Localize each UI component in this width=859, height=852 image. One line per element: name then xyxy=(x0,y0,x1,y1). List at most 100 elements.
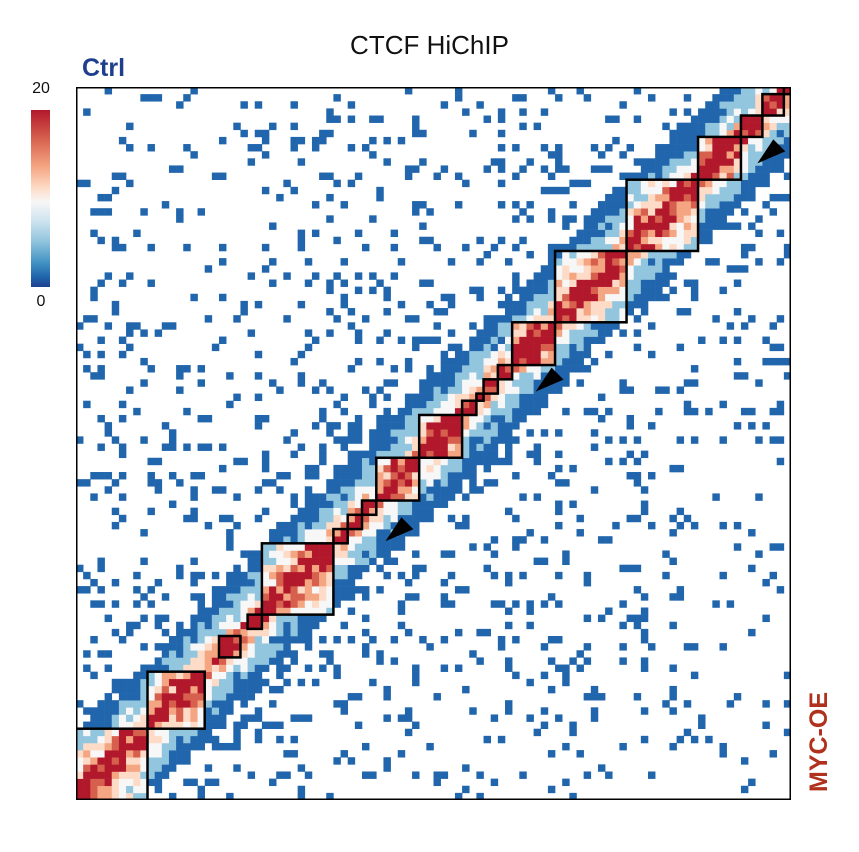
heatmap-cell xyxy=(662,122,670,131)
heatmap-cell xyxy=(669,201,677,209)
heatmap-cell xyxy=(404,422,413,430)
heatmap-cell xyxy=(712,94,720,102)
heatmap-cell xyxy=(612,250,620,259)
heatmap-cell xyxy=(319,129,327,138)
heatmap-cell xyxy=(547,636,556,644)
heatmap-cell xyxy=(211,628,220,637)
heatmap-cell xyxy=(483,735,491,744)
heatmap-cell xyxy=(383,479,391,487)
heatmap-cell xyxy=(490,414,499,423)
heatmap-cell xyxy=(283,607,291,615)
heatmap-cell xyxy=(676,236,685,245)
heatmap-cell xyxy=(97,193,105,202)
heatmap-cell xyxy=(669,685,677,694)
heatmap-cell xyxy=(433,450,441,459)
heatmap-cell xyxy=(740,265,749,273)
heatmap-cell xyxy=(397,600,406,608)
heatmap-cell xyxy=(626,265,634,273)
heatmap-cell xyxy=(755,108,763,116)
heatmap-cell xyxy=(197,792,205,800)
heatmap-cell xyxy=(462,493,470,501)
heatmap-cell xyxy=(304,714,313,722)
heatmap-cell xyxy=(619,201,627,209)
heatmap-cell xyxy=(648,272,656,280)
heatmap-cell xyxy=(147,472,155,480)
heatmap-cell xyxy=(354,493,363,501)
heatmap-cell xyxy=(648,208,656,216)
heatmap-cell xyxy=(683,236,692,245)
heatmap-cell xyxy=(226,593,234,601)
heatmap-cell xyxy=(347,564,356,573)
heatmap-cell xyxy=(540,272,549,280)
heatmap-cell xyxy=(97,792,105,800)
heatmap-cell xyxy=(297,607,306,615)
heatmap-cell xyxy=(505,308,513,316)
heatmap-cell xyxy=(669,742,677,751)
heatmap-cell xyxy=(483,450,491,459)
heatmap-cell xyxy=(755,129,763,138)
heatmap-cell xyxy=(326,550,334,558)
heatmap-cell xyxy=(726,144,735,152)
heatmap-cell xyxy=(362,742,370,751)
heatmap-cell xyxy=(755,122,763,131)
heatmap-cell xyxy=(254,144,263,152)
heatmap-cell xyxy=(705,258,713,266)
heatmap-cell xyxy=(569,179,577,188)
heatmap-cell xyxy=(154,685,163,694)
heatmap-cell xyxy=(319,543,327,551)
heatmap-cell xyxy=(211,571,220,580)
heatmap-cell xyxy=(147,600,155,608)
heatmap-cell xyxy=(133,750,141,758)
heatmap-cell xyxy=(683,308,692,316)
heatmap-cell xyxy=(454,350,463,359)
heatmap-cell xyxy=(126,700,134,708)
heatmap-cell xyxy=(283,621,291,630)
heatmap-cell xyxy=(104,208,113,216)
heatmap-cell xyxy=(512,172,520,180)
heatmap-cell xyxy=(397,450,406,459)
heatmap-cell xyxy=(290,593,298,601)
heatmap-cell xyxy=(769,94,777,102)
heatmap-cell xyxy=(576,286,584,295)
heatmap-cell xyxy=(161,650,170,658)
heatmap-cell xyxy=(326,479,334,487)
heatmap-cell xyxy=(197,621,205,630)
heatmap-cell xyxy=(390,365,399,373)
heatmap-cell xyxy=(83,785,91,794)
heatmap-cell xyxy=(490,393,499,402)
heatmap-cell xyxy=(469,457,477,466)
heatmap-cell xyxy=(555,250,563,259)
domain-box xyxy=(739,114,764,139)
heatmap-cell xyxy=(519,365,527,373)
heatmap-cell xyxy=(626,222,634,230)
heatmap-cell xyxy=(319,557,327,566)
heatmap-cell xyxy=(304,493,313,501)
heatmap-cell xyxy=(662,265,670,273)
heatmap-cell xyxy=(383,571,391,580)
heatmap-cell xyxy=(683,728,692,737)
heatmap-cell xyxy=(462,436,470,444)
heatmap-cell xyxy=(712,115,720,123)
heatmap-cell xyxy=(333,757,341,765)
heatmap-cell xyxy=(626,144,634,152)
heatmap-cell xyxy=(690,151,699,159)
heatmap-cell xyxy=(512,357,520,366)
heatmap-cell xyxy=(562,379,570,387)
heatmap-cell xyxy=(376,521,384,530)
heatmap-cell xyxy=(304,521,313,530)
heatmap-cell xyxy=(447,450,456,459)
heatmap-cell xyxy=(512,315,520,323)
heatmap-cell xyxy=(490,386,499,394)
heatmap-cell xyxy=(447,493,456,501)
heatmap-cell xyxy=(497,372,506,380)
heatmap-cell xyxy=(204,414,213,423)
heatmap-cell xyxy=(712,101,720,109)
heatmap-cell xyxy=(526,621,534,630)
heatmap-cell xyxy=(211,735,220,744)
heatmap-cell xyxy=(676,136,685,145)
heatmap-cell xyxy=(462,379,470,387)
heatmap-cell xyxy=(497,386,506,394)
heatmap-cell xyxy=(476,357,484,366)
heatmap-cell xyxy=(419,507,427,516)
heatmap-cell xyxy=(340,279,348,287)
